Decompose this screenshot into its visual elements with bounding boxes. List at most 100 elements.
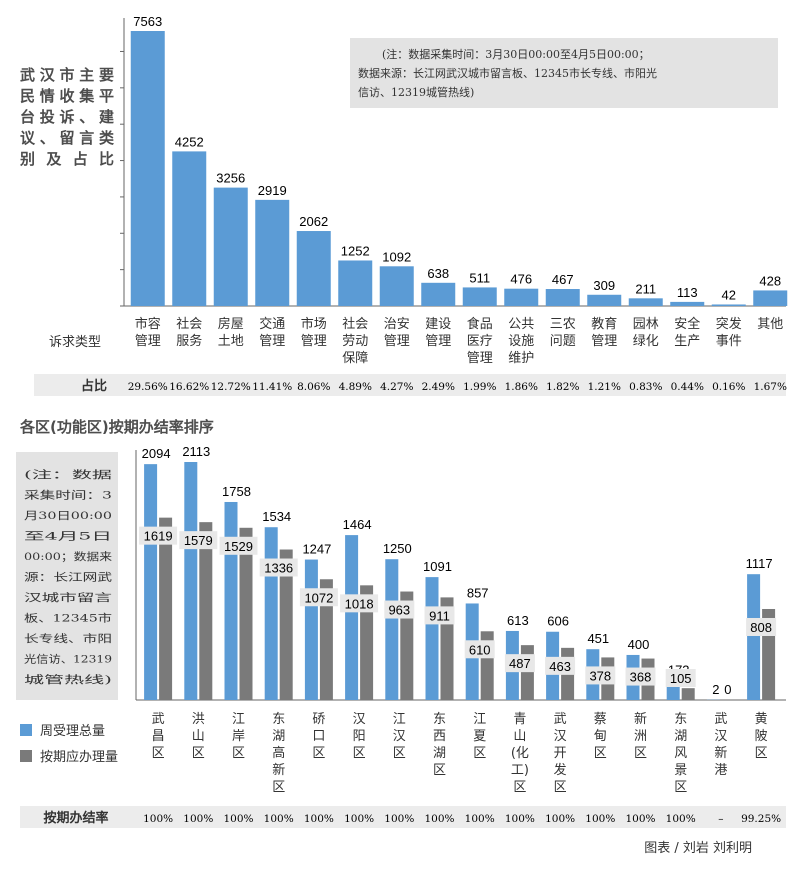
- chart2-bar-due: [199, 522, 213, 700]
- chart1-share-value: 12.72%: [211, 381, 251, 393]
- chart2-total-value: 1758: [222, 484, 251, 499]
- chart2-category-label: 汉: [353, 712, 366, 727]
- chart1-bar: [172, 151, 207, 306]
- chart2-total-value: 2: [712, 682, 719, 697]
- chart2-due-label-bg: [665, 669, 696, 687]
- chart2-due-value: 1579: [184, 533, 213, 548]
- chart2-due-label-bg: [464, 640, 495, 659]
- chart2-category-label: 东: [272, 712, 285, 727]
- chart1-category-label: 治安: [384, 317, 410, 332]
- legend-label-total: 周受理总量: [40, 724, 105, 739]
- chart2-category-label: 新: [634, 711, 647, 727]
- chart2-due-label-bg: [625, 667, 656, 686]
- chart2-due-label-bg: [139, 526, 178, 545]
- chart2-category-label: 硚: [312, 712, 325, 727]
- chart2-rate-label: 按期办结率: [43, 810, 108, 826]
- chart1-share-value: 0.16%: [712, 381, 745, 393]
- chart2-bar-due: [239, 527, 253, 700]
- chart2-category-label: 区: [272, 780, 285, 795]
- chart1-category-label: 问题: [550, 334, 576, 349]
- legend-label-due: 按期应办理量: [40, 749, 118, 765]
- chart2-category-label: 区: [152, 746, 165, 761]
- chart2-category-label: 武: [554, 712, 567, 727]
- chart2-due-value: 368: [630, 670, 652, 685]
- chart1-bar-value: 7563: [133, 14, 162, 29]
- chart1-bar: [587, 294, 622, 306]
- chart1-category-label: 维护: [508, 351, 534, 366]
- chart2-category-label: 新: [272, 762, 285, 778]
- chart1-category-label: 交通: [259, 316, 285, 332]
- chart2-category-label: 区: [755, 746, 768, 761]
- chart2-note-line: 城管热线): [24, 673, 112, 686]
- chart1-category-label: 劳动: [342, 333, 368, 349]
- chart2-rate-value: 100%: [424, 813, 454, 825]
- chart1-category-label: 管理: [259, 334, 285, 349]
- chart1-bar: [338, 260, 373, 306]
- chart2-rate-value: 100%: [465, 813, 495, 825]
- chart2-total-value: 1464: [343, 517, 372, 532]
- chart2-category-label: 洲: [634, 729, 647, 744]
- chart2-total-value: 1250: [383, 541, 412, 556]
- chart2-bar-due: [319, 579, 333, 700]
- chart1-note: (注：数据采集时间：3月30日00:00至4月5日00:00； 数据来源：长江网武…: [358, 47, 657, 99]
- chart1-bar: [753, 290, 788, 306]
- chart1-bar: [130, 31, 165, 306]
- chart2-note-line: 采集时间：3: [24, 489, 112, 502]
- legend-swatch-due: [20, 750, 32, 762]
- chart2-due-label-bg: [504, 654, 535, 673]
- chart2-category-label: 江: [232, 712, 245, 727]
- chart2-category-label: 黄: [755, 712, 768, 727]
- chart1-category-label: 医疗: [467, 334, 493, 349]
- chart2-due-value: 808: [750, 620, 772, 635]
- chart1-title-line: 台投诉、建: [20, 108, 115, 126]
- chart1-category-labels: 市容管理社会服务房屋土地交通管理市场管理社会劳动保障治安管理建设管理食品医疗管理…: [135, 316, 784, 366]
- complaint-type-chart: (注：数据采集时间：3月30日00:00至4月5日00:00； 数据来源：长江网武…: [19, 14, 788, 396]
- chart2-category-label: 湖: [674, 729, 687, 744]
- chart1-bar-value: 113: [677, 285, 698, 300]
- chart1-bar-value: 1092: [382, 249, 411, 264]
- chart2-category-label: 港: [714, 763, 727, 778]
- chart2-due-value: 487: [509, 656, 531, 671]
- credit: 图表 / 刘岩 刘利明: [644, 841, 752, 856]
- chart1-bar-value: 428: [759, 273, 781, 288]
- chart2-due-label-bg: [179, 531, 218, 550]
- chart2-category-label: 区: [192, 746, 205, 761]
- chart2-category-label: 洪: [192, 712, 205, 727]
- chart2-rate-value: 100%: [264, 813, 294, 825]
- chart2-rate-value: 100%: [585, 813, 615, 825]
- chart2-category-label: 汉: [714, 729, 727, 744]
- chart2-note-line: 月30日00:00: [24, 510, 112, 522]
- chart1-xlabel: 诉求类型: [49, 335, 101, 350]
- chart1-category-label: 管理: [591, 334, 617, 349]
- chart2-category-label: 昌: [152, 729, 165, 744]
- chart1-share-value: 1.82%: [546, 381, 579, 393]
- chart2-category-label: 蔡: [594, 712, 607, 727]
- chart2-bar-total: [345, 535, 359, 700]
- chart1-bar-value: 511: [469, 270, 490, 285]
- chart1-category-label: 管理: [135, 334, 161, 349]
- chart2-category-label: 江: [393, 712, 406, 727]
- chart2-due-label-bg: [299, 588, 338, 607]
- chart2-due-label-bg: [545, 656, 576, 675]
- chart1-category-label: 三农: [550, 317, 576, 332]
- chart2-rate-value: 100%: [545, 813, 575, 825]
- chart2-category-label: 湖: [433, 746, 446, 761]
- chart1-category-label: 绿化: [633, 334, 659, 349]
- chart1-category-label: 社会: [176, 316, 202, 332]
- chart1-bar: [545, 289, 580, 306]
- chart2-due-value: 610: [469, 642, 491, 657]
- chart2-due-value: 1336: [264, 561, 293, 576]
- chart2-category-label: 区: [594, 746, 607, 761]
- chart2-bar-total: [264, 527, 278, 700]
- chart1-bar-value: 211: [635, 281, 656, 296]
- chart1-share-value: 2.49%: [422, 381, 455, 393]
- chart2-category-label: 区: [513, 780, 526, 795]
- chart2-rates: 100% 100% 100% 100% 100% 100% 100% 100% 100% 100%…: [143, 813, 781, 825]
- chart1-category-label: 其他: [757, 317, 783, 332]
- chart2-category-label: 新: [714, 745, 727, 761]
- chart2-category-label: 江: [473, 712, 486, 727]
- chart2-rate-value: 100%: [304, 813, 334, 825]
- chart2-category-label: 湖: [272, 729, 285, 744]
- chart1-bar-value: 3256: [216, 171, 245, 186]
